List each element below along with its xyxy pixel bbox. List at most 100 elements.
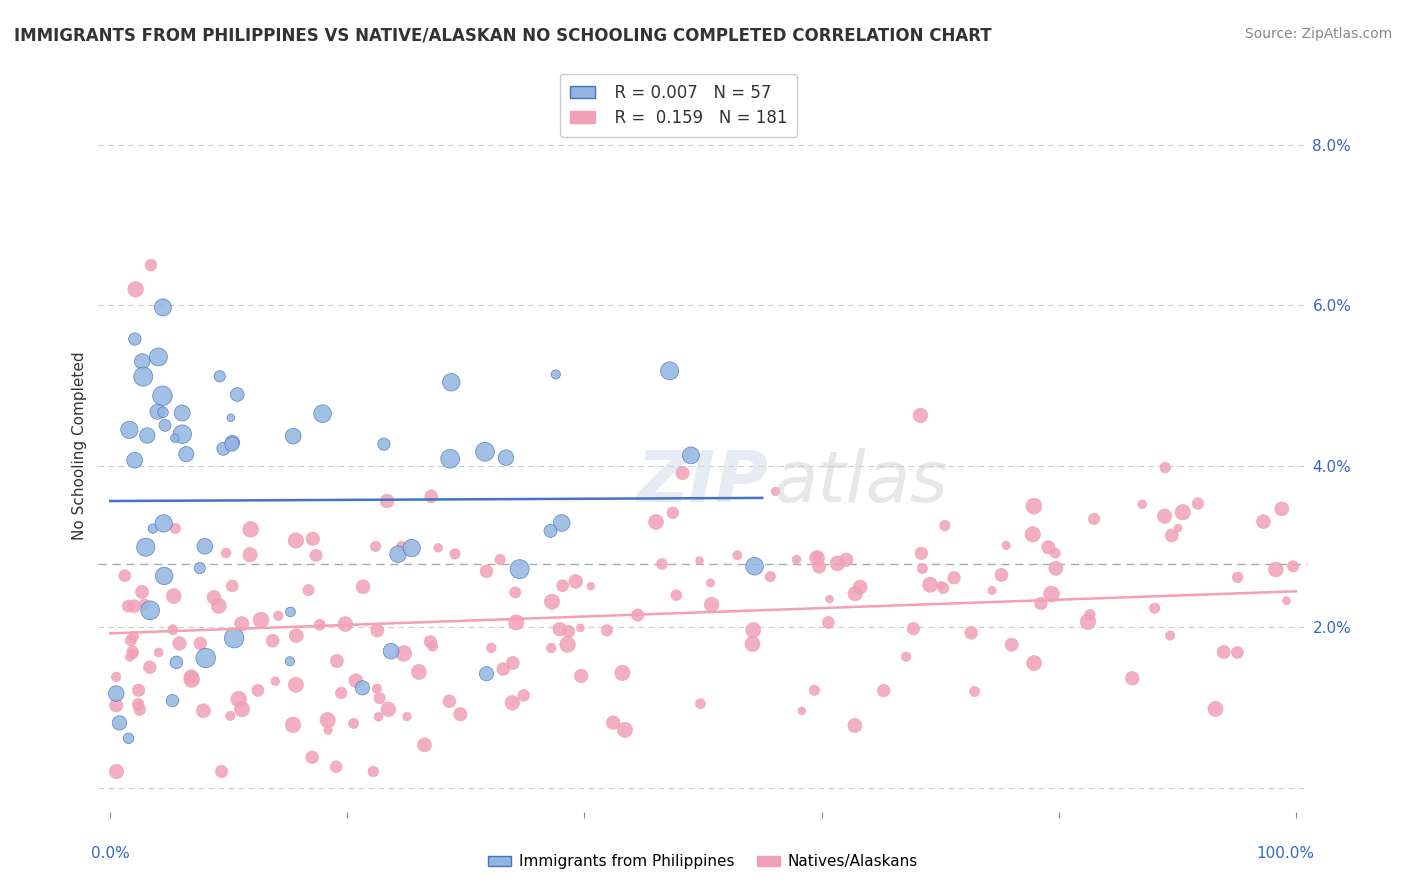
- Point: [221, 437, 243, 451]
- Point: [215, 546, 238, 560]
- Point: [1022, 527, 1045, 541]
- Point: [806, 551, 828, 566]
- Point: [226, 387, 249, 401]
- Point: [118, 423, 141, 437]
- Point: [148, 646, 170, 660]
- Point: [108, 715, 131, 730]
- Point: [548, 622, 571, 636]
- Point: [1159, 628, 1181, 642]
- Point: [440, 376, 463, 390]
- Point: [544, 368, 567, 382]
- Point: [1212, 645, 1234, 659]
- Point: [188, 561, 211, 575]
- Point: [231, 702, 253, 716]
- Point: [375, 494, 398, 508]
- Point: [316, 723, 339, 738]
- Point: [502, 656, 524, 670]
- Point: [920, 578, 942, 592]
- Point: [557, 638, 579, 652]
- Point: [1204, 702, 1226, 716]
- Point: [803, 683, 825, 698]
- Text: IMMIGRANTS FROM PHILIPPINES VS NATIVE/ALASKAN NO SCHOOLING COMPLETED CORRELATION: IMMIGRANTS FROM PHILIPPINES VS NATIVE/AL…: [14, 27, 991, 45]
- Point: [311, 407, 333, 421]
- Point: [420, 489, 443, 503]
- Point: [194, 539, 217, 553]
- Point: [117, 731, 139, 746]
- Point: [645, 515, 668, 529]
- Point: [1264, 562, 1286, 576]
- Point: [325, 760, 347, 774]
- Point: [475, 666, 498, 681]
- Point: [127, 698, 149, 712]
- Point: [163, 431, 186, 445]
- Point: [121, 645, 143, 659]
- Point: [612, 665, 634, 680]
- Point: [326, 654, 349, 668]
- Point: [162, 693, 184, 707]
- Point: [364, 540, 387, 554]
- Point: [301, 750, 323, 764]
- Point: [1077, 615, 1099, 629]
- Point: [352, 580, 374, 594]
- Point: [401, 541, 423, 555]
- Point: [146, 405, 169, 419]
- Point: [741, 637, 763, 651]
- Point: [1226, 645, 1249, 659]
- Point: [627, 608, 650, 623]
- Point: [492, 662, 515, 676]
- Point: [700, 598, 723, 612]
- Point: [344, 673, 367, 688]
- Point: [219, 410, 242, 425]
- Point: [180, 673, 202, 687]
- Point: [932, 581, 955, 595]
- Point: [960, 625, 983, 640]
- Y-axis label: No Schooling Completed: No Schooling Completed: [72, 351, 87, 541]
- Point: [413, 738, 436, 752]
- Point: [503, 585, 526, 599]
- Point: [910, 546, 932, 560]
- Point: [135, 540, 157, 554]
- Point: [1022, 499, 1045, 513]
- Point: [1282, 559, 1305, 574]
- Point: [1121, 671, 1143, 685]
- Point: [1130, 497, 1153, 511]
- Point: [285, 629, 308, 643]
- Point: [827, 557, 849, 571]
- Point: [284, 533, 307, 548]
- Point: [894, 649, 917, 664]
- Point: [163, 589, 186, 603]
- Point: [765, 484, 787, 499]
- Point: [169, 636, 191, 650]
- Point: [105, 698, 128, 713]
- Point: [439, 694, 461, 708]
- Point: [228, 692, 250, 706]
- Point: [219, 709, 242, 723]
- Point: [1038, 541, 1060, 555]
- Point: [122, 630, 145, 644]
- Point: [1045, 561, 1067, 575]
- Point: [342, 716, 364, 731]
- Point: [602, 715, 624, 730]
- Point: [105, 687, 128, 701]
- Point: [128, 699, 150, 714]
- Point: [194, 651, 217, 665]
- Point: [142, 522, 165, 536]
- Point: [569, 621, 592, 635]
- Point: [679, 449, 702, 463]
- Point: [131, 354, 153, 368]
- Point: [366, 624, 388, 638]
- Point: [419, 634, 441, 648]
- Point: [134, 597, 156, 611]
- Point: [505, 615, 527, 630]
- Legend: Immigrants from Philippines, Natives/Alaskans: Immigrants from Philippines, Natives/Ala…: [482, 848, 924, 875]
- Point: [427, 541, 450, 555]
- Point: [165, 656, 187, 670]
- Point: [114, 568, 136, 582]
- Point: [1275, 593, 1298, 607]
- Point: [744, 559, 766, 574]
- Point: [330, 686, 353, 700]
- Point: [124, 282, 146, 296]
- Point: [541, 595, 564, 609]
- Point: [148, 350, 170, 364]
- Text: 100.0%: 100.0%: [1257, 846, 1315, 861]
